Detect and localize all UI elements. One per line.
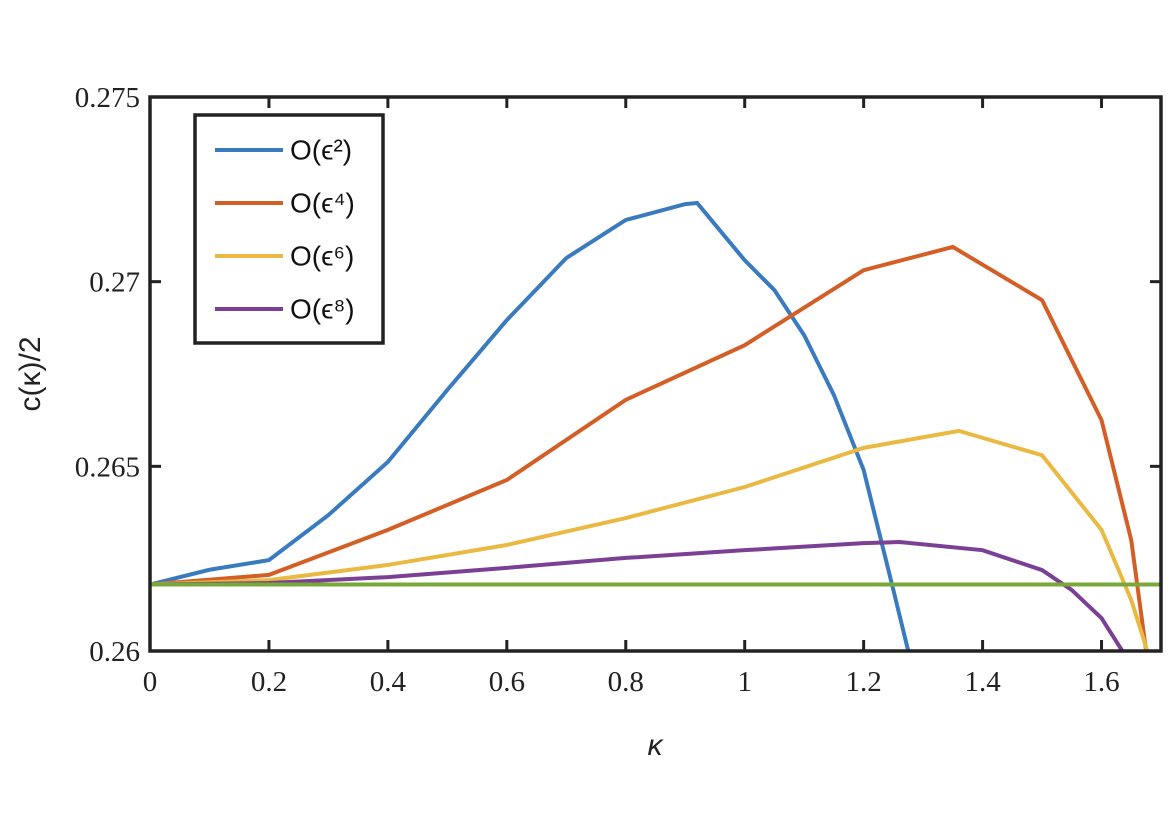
series-line	[150, 540, 1125, 651]
x-tick-label: 0.8	[608, 666, 644, 698]
series-line	[150, 200, 911, 651]
x-tick-label: 0.6	[489, 666, 525, 698]
plot-lines	[150, 200, 1161, 651]
legend-label: O(ϵ⁴)	[290, 187, 355, 218]
legend-box	[193, 113, 385, 345]
x-tick-label: 0.2	[251, 666, 287, 698]
y-tick-label: 0.275	[75, 82, 140, 114]
legend-label: O(ϵ⁸)	[290, 293, 355, 324]
y-tick-label: 0.265	[75, 451, 140, 483]
series-line	[150, 244, 1149, 651]
y-axis-label: c(κ)/2	[14, 337, 47, 412]
x-tick-label: 0	[143, 666, 158, 698]
x-tick-label: 1.6	[1083, 666, 1119, 698]
legend-label: O(ϵ⁶)	[290, 240, 354, 271]
x-tick-label: 1	[737, 666, 752, 698]
x-tick-label: 0.4	[370, 666, 407, 698]
x-tick-label: 1.2	[846, 666, 882, 698]
legend-label: O(ϵ²)	[290, 134, 352, 165]
x-tick-label: 1.4	[964, 666, 1001, 698]
y-tick-label: 0.27	[89, 267, 140, 299]
x-axis-label: κ	[648, 729, 665, 762]
series-line	[150, 428, 1150, 651]
axes-frame	[148, 95, 1163, 653]
y-tick-label: 0.26	[89, 636, 140, 668]
